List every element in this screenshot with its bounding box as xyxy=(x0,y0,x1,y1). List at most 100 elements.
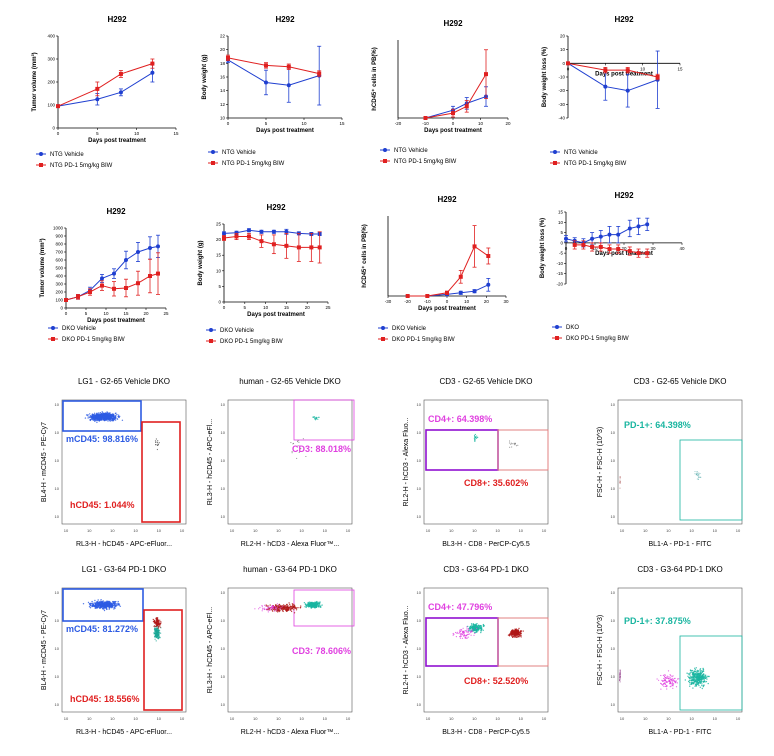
event-dot xyxy=(669,676,671,679)
event-dot xyxy=(107,418,110,420)
y-tick-label: 10 xyxy=(417,514,422,519)
event-dot xyxy=(113,604,116,606)
data-point-blue xyxy=(625,88,630,93)
x-tick-label: 10 xyxy=(299,716,304,721)
legend-marker xyxy=(51,337,55,341)
event-dot xyxy=(699,682,702,684)
event-dot xyxy=(293,603,295,606)
event-dot xyxy=(315,601,318,603)
event-dot xyxy=(291,603,294,605)
event-dot xyxy=(466,626,468,628)
event-dot xyxy=(153,625,155,628)
event-dot xyxy=(660,688,662,690)
flow-plot-f4: CD3 - G2-65 Vehicle DKO BL1-A - PD-1 - FI… xyxy=(597,377,743,548)
event-dot xyxy=(671,676,673,678)
y-tick-label: 0 xyxy=(218,300,221,305)
y-tick-label: 10 xyxy=(611,486,616,491)
event-dot xyxy=(689,677,691,679)
event-dot xyxy=(89,418,92,421)
event-dot xyxy=(154,638,156,640)
event-dot xyxy=(96,421,98,424)
event-dot xyxy=(281,606,283,608)
event-dot xyxy=(702,667,704,670)
x-tick-label: 10 xyxy=(542,716,547,721)
x-tick-label: 10 xyxy=(301,121,307,126)
event-dot xyxy=(262,608,264,610)
event-dot xyxy=(277,610,280,612)
event-dot xyxy=(703,680,706,682)
event-dot xyxy=(476,625,478,628)
event-dot xyxy=(692,673,695,675)
x-axis-label: Days post treatment xyxy=(595,71,653,77)
y-axis-label: Body weight (g) xyxy=(198,241,204,286)
event-dot xyxy=(468,627,471,629)
legend-label: NTG PD-1 5mg/kg BIW xyxy=(564,161,627,167)
event-dot xyxy=(283,606,285,608)
event-dot xyxy=(157,624,159,626)
x-tick-label: 15 xyxy=(173,131,179,136)
event-dot xyxy=(474,433,476,436)
event-dot xyxy=(100,601,102,603)
x-tick-label: 10 xyxy=(519,716,524,721)
legend-label: NTG PD-1 5mg/kg BIW xyxy=(394,159,457,165)
data-point-blue xyxy=(590,236,595,241)
event-dot xyxy=(706,678,708,680)
event-dot xyxy=(92,605,94,607)
x-tick-label: 40 xyxy=(679,246,685,251)
x-tick-label: 10 xyxy=(230,528,235,533)
event-dot xyxy=(294,607,296,609)
event-dot xyxy=(509,446,511,448)
event-dot xyxy=(473,434,476,436)
flow-plot-f2: human - G2-65 Vehicle DKO RL2-H - hCD3 - … xyxy=(207,377,355,548)
data-point-red xyxy=(136,281,140,286)
series-line-blue xyxy=(567,62,658,92)
event-dot xyxy=(704,675,706,677)
x-tick-label: 10 xyxy=(323,528,328,533)
event-dot xyxy=(478,624,480,626)
x-tick-label: 10 xyxy=(542,528,547,533)
event-dot xyxy=(472,623,475,625)
event-dot xyxy=(669,681,672,684)
legend-marker xyxy=(383,148,387,152)
event-dot xyxy=(157,444,159,446)
event-dot xyxy=(513,631,515,633)
x-axis-label: Days post treatment xyxy=(418,306,476,312)
series-line-blue xyxy=(425,96,487,119)
event-dot xyxy=(157,443,159,445)
event-dot xyxy=(515,630,517,633)
y-tick-label: 900 xyxy=(55,234,63,239)
event-dot xyxy=(89,413,91,415)
event-dot xyxy=(695,674,697,676)
event-dot xyxy=(318,603,321,605)
event-dot xyxy=(513,630,515,632)
event-dot xyxy=(619,676,621,678)
event-dot xyxy=(269,609,271,611)
x-axis-label: BL1-A - PD-1 - FITC xyxy=(648,541,711,548)
line-chart-p1: H292 0 5 10 15 0 100 200 300 400 Days post treatme… xyxy=(31,15,179,169)
event-dot xyxy=(461,629,463,631)
event-dot xyxy=(473,625,476,628)
event-dot xyxy=(464,635,466,637)
event-dot xyxy=(101,417,104,419)
event-dot xyxy=(264,608,266,610)
event-dot xyxy=(282,604,285,606)
x-tick-label: 10 xyxy=(346,716,351,721)
event-dot xyxy=(267,607,269,610)
data-point-red xyxy=(464,104,469,109)
event-dot xyxy=(676,682,678,684)
data-point-red xyxy=(603,68,608,73)
event-dot xyxy=(89,416,91,418)
event-dot xyxy=(93,418,96,421)
event-dot xyxy=(106,600,108,602)
event-dot xyxy=(113,418,116,421)
event-dot xyxy=(114,417,117,419)
event-dot xyxy=(158,442,160,444)
x-tick-label: 10 xyxy=(643,528,648,533)
event-dot xyxy=(701,687,703,690)
event-dot xyxy=(476,629,478,632)
event-dot xyxy=(273,610,276,612)
event-dot xyxy=(156,635,158,637)
event-dot xyxy=(159,632,161,634)
event-dot xyxy=(155,438,157,440)
